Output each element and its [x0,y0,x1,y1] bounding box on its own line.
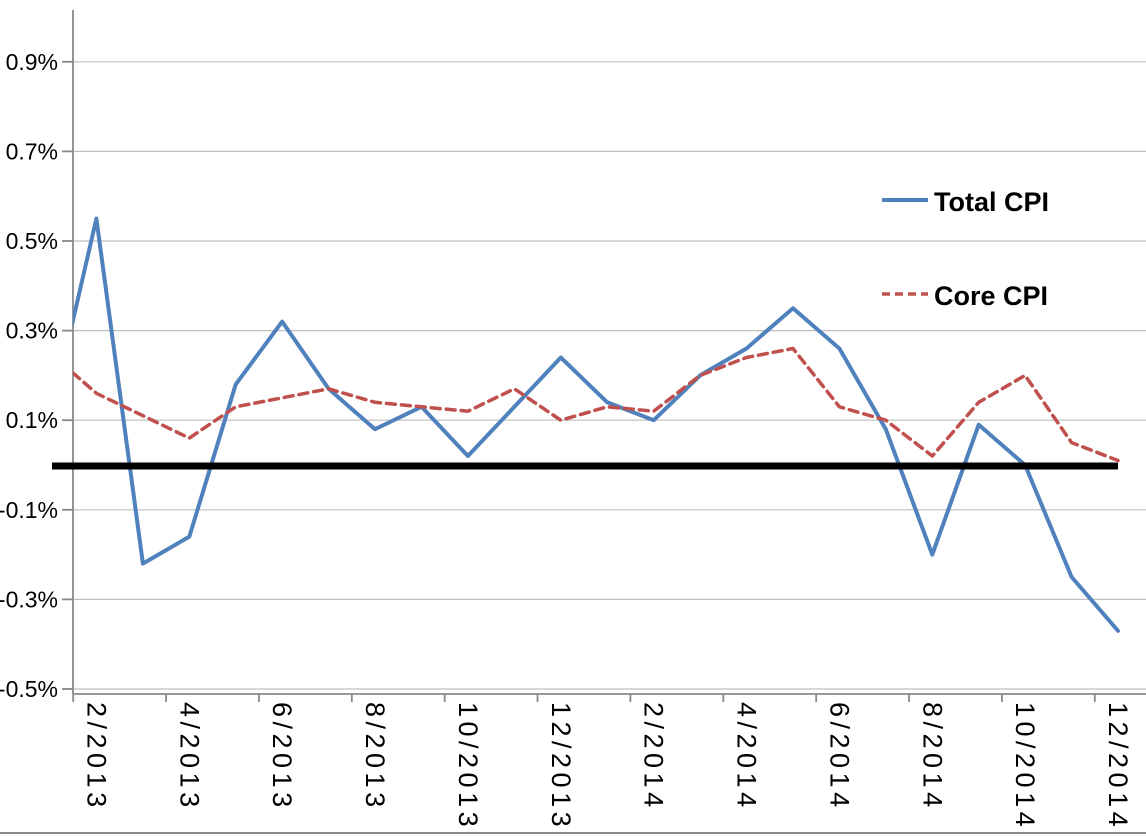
legend: Total CPI Core CPI [882,187,1049,311]
y-axis-label: 0.1% [6,407,58,433]
x-axis-label: 2/2014 [639,702,669,812]
x-axis-label: 6/2013 [267,702,297,812]
x-axis-label: 12/2014 [1103,702,1133,831]
x-axis-label: 10/2014 [1010,702,1040,831]
legend-total-cpi-label: Total CPI [934,187,1049,217]
x-axis-label: 2/2013 [81,702,111,812]
core-cpi-line [73,346,1120,463]
y-axis-label: -0.5% [0,676,58,702]
y-axis-label: -0.3% [0,586,58,612]
y-axis-label: 0.9% [6,49,58,75]
x-axis-label: 6/2014 [824,702,854,812]
x-axis-label: 4/2013 [174,702,204,812]
x-axis-label: 8/2014 [917,702,947,812]
legend-core-cpi-label: Core CPI [934,281,1048,311]
y-axis-label: 0.7% [6,138,58,164]
x-axis-label: 10/2013 [453,702,483,831]
y-axis-label: 0.3% [6,318,58,344]
x-axis-label: 8/2013 [360,702,390,812]
gridlines [73,61,1146,690]
y-axis-label: -0.1% [0,497,58,523]
x-axis-label: 12/2013 [546,702,576,831]
x-axis-label: 4/2014 [732,702,762,812]
y-axis-label: 0.5% [6,228,58,254]
series-lines [73,216,1120,633]
total-cpi-line [73,216,1120,633]
axes [62,10,1146,702]
axis-labels: 0.9% 0.7% 0.5% 0.3% 0.1% -0.1% -0.3% -0.5% 2/201… [0,49,1133,831]
